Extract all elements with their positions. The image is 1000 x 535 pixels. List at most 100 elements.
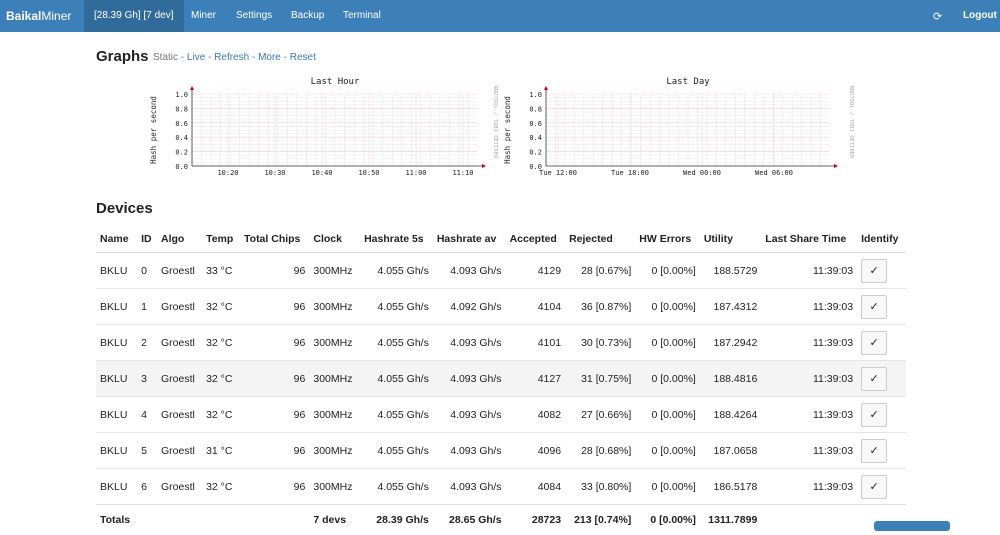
chart-x-tick: 10:20 (217, 169, 238, 177)
table-cell: 11:39:03 (761, 469, 857, 505)
nav-settings[interactable]: Settings (236, 0, 272, 32)
table-cell: 96 (240, 469, 309, 505)
table-cell: 28 [0.68%] (565, 433, 635, 469)
table-cell: Groestl (157, 289, 202, 325)
table-cell: 96 (240, 361, 309, 397)
totals-hw-errors: 0 [0.00%] (635, 505, 700, 535)
table-cell: 11:39:03 (761, 433, 857, 469)
totals-devs: 7 devs (309, 505, 360, 535)
table-cell: 4.055 Gh/s (360, 433, 433, 469)
column-header: Hashrate av (433, 226, 506, 253)
nav-terminal[interactable]: Terminal (343, 0, 381, 32)
chart-y-arrow (190, 86, 194, 90)
nav-miner[interactable]: Miner (191, 0, 216, 32)
table-cell: 300MHz (309, 253, 360, 289)
nav-backup[interactable]: Backup (291, 0, 324, 32)
table-cell: 4 (137, 397, 157, 433)
brand-logo[interactable]: BaikalMiner (6, 9, 71, 23)
identify-button[interactable]: ✓ (861, 475, 887, 499)
corner-button[interactable] (874, 521, 950, 531)
separator: - (281, 52, 290, 63)
table-cell: 187.0658 (700, 433, 761, 469)
column-header: Clock (309, 226, 360, 253)
chart-ylabel: Hash per second (149, 96, 158, 164)
chart-y-tick: 0.6 (175, 120, 188, 128)
table-cell: 0 [0.00%] (635, 433, 700, 469)
table-cell: 188.4264 (700, 397, 761, 433)
table-cell: 4082 (506, 397, 566, 433)
table-cell: 0 [0.00%] (635, 469, 700, 505)
chart-y-tick: 0.6 (529, 120, 542, 128)
totals-accepted: 28723 (506, 505, 566, 535)
table-cell: 31 °C (202, 433, 240, 469)
table-cell: 32 °C (202, 397, 240, 433)
identify-button[interactable]: ✓ (861, 295, 887, 319)
table-cell: Groestl (157, 469, 202, 505)
chart-y-tick: 0.8 (529, 105, 542, 113)
table-cell: 32 °C (202, 361, 240, 397)
table-cell: BKLU (96, 469, 137, 505)
table-cell: 300MHz (309, 325, 360, 361)
table-cell: 96 (240, 397, 309, 433)
navbar: BaikalMiner [28.39 Gh] [7 dev] Miner Set… (0, 0, 1000, 32)
refresh-icon[interactable]: ⟳ (933, 10, 942, 23)
table-cell: 4096 (506, 433, 566, 469)
table-cell: 300MHz (309, 433, 360, 469)
column-header: Hashrate 5s (360, 226, 433, 253)
table-cell: 4084 (506, 469, 566, 505)
chart-side-label: RRDTOOL / TOBI OETIKER (492, 86, 498, 160)
table-cell: 300MHz (309, 361, 360, 397)
identify-button[interactable]: ✓ (861, 439, 887, 463)
logout-button[interactable]: Logout (963, 0, 997, 32)
table-cell: 4127 (506, 361, 566, 397)
table-cell: BKLU (96, 253, 137, 289)
graph-links: Static - Live - Refresh - More - Reset (153, 52, 316, 63)
table-cell: 4.055 Gh/s (360, 325, 433, 361)
chart-y-tick: 0.2 (175, 149, 188, 157)
graph-live-link[interactable]: Live (187, 52, 205, 63)
table-cell: Groestl (157, 433, 202, 469)
nav-status[interactable]: [28.39 Gh] [7 dev] (84, 0, 184, 32)
chart-x-arrow (834, 164, 838, 168)
graph-static-label[interactable]: Static (153, 52, 178, 63)
column-header: ID (137, 226, 157, 253)
column-header: Identify (857, 226, 906, 253)
table-cell: Groestl (157, 361, 202, 397)
chart-x-tick: 11:00 (405, 169, 426, 177)
identify-button[interactable]: ✓ (861, 331, 887, 355)
table-cell: 0 [0.00%] (635, 397, 700, 433)
identify-button[interactable]: ✓ (861, 367, 887, 391)
table-cell: 96 (240, 433, 309, 469)
totals-hashrate-5s: 28.39 Gh/s (360, 505, 433, 535)
identify-button[interactable]: ✓ (861, 259, 887, 283)
table-cell: 96 (240, 253, 309, 289)
table-cell: 4.055 Gh/s (360, 289, 433, 325)
table-cell: 4101 (506, 325, 566, 361)
chart-y-tick: 1.0 (529, 91, 542, 99)
chart-side-label: RRDTOOL / TOBI OETIKER (848, 86, 854, 160)
chart-x-tick: 11:10 (452, 169, 473, 177)
chart-x-tick: Tue 18:00 (611, 169, 649, 177)
table-cell: 33 °C (202, 253, 240, 289)
table-cell: 4.092 Gh/s (433, 289, 506, 325)
table-cell: 11:39:03 (761, 253, 857, 289)
table-cell: 4.055 Gh/s (360, 361, 433, 397)
table-cell: BKLU (96, 325, 137, 361)
table-cell: 0 (137, 253, 157, 289)
chart-y-tick: 0.0 (175, 163, 188, 171)
identify-button[interactable]: ✓ (861, 403, 887, 427)
totals-row: Totals 7 devs 28.39 Gh/s 28.65 Gh/s 2872… (96, 505, 906, 535)
graph-refresh-link[interactable]: Refresh (214, 52, 249, 63)
graphs-title: Graphs (96, 48, 149, 65)
chart-ylabel: Hash per second (503, 96, 512, 164)
chart-y-tick: 0.8 (175, 105, 188, 113)
column-header: Name (96, 226, 137, 253)
table-cell: 4.055 Gh/s (360, 253, 433, 289)
graph-more-link[interactable]: More (258, 52, 281, 63)
table-cell: 36 [0.87%] (565, 289, 635, 325)
table-cell: 188.4816 (700, 361, 761, 397)
graph-reset-link[interactable]: Reset (290, 52, 316, 63)
